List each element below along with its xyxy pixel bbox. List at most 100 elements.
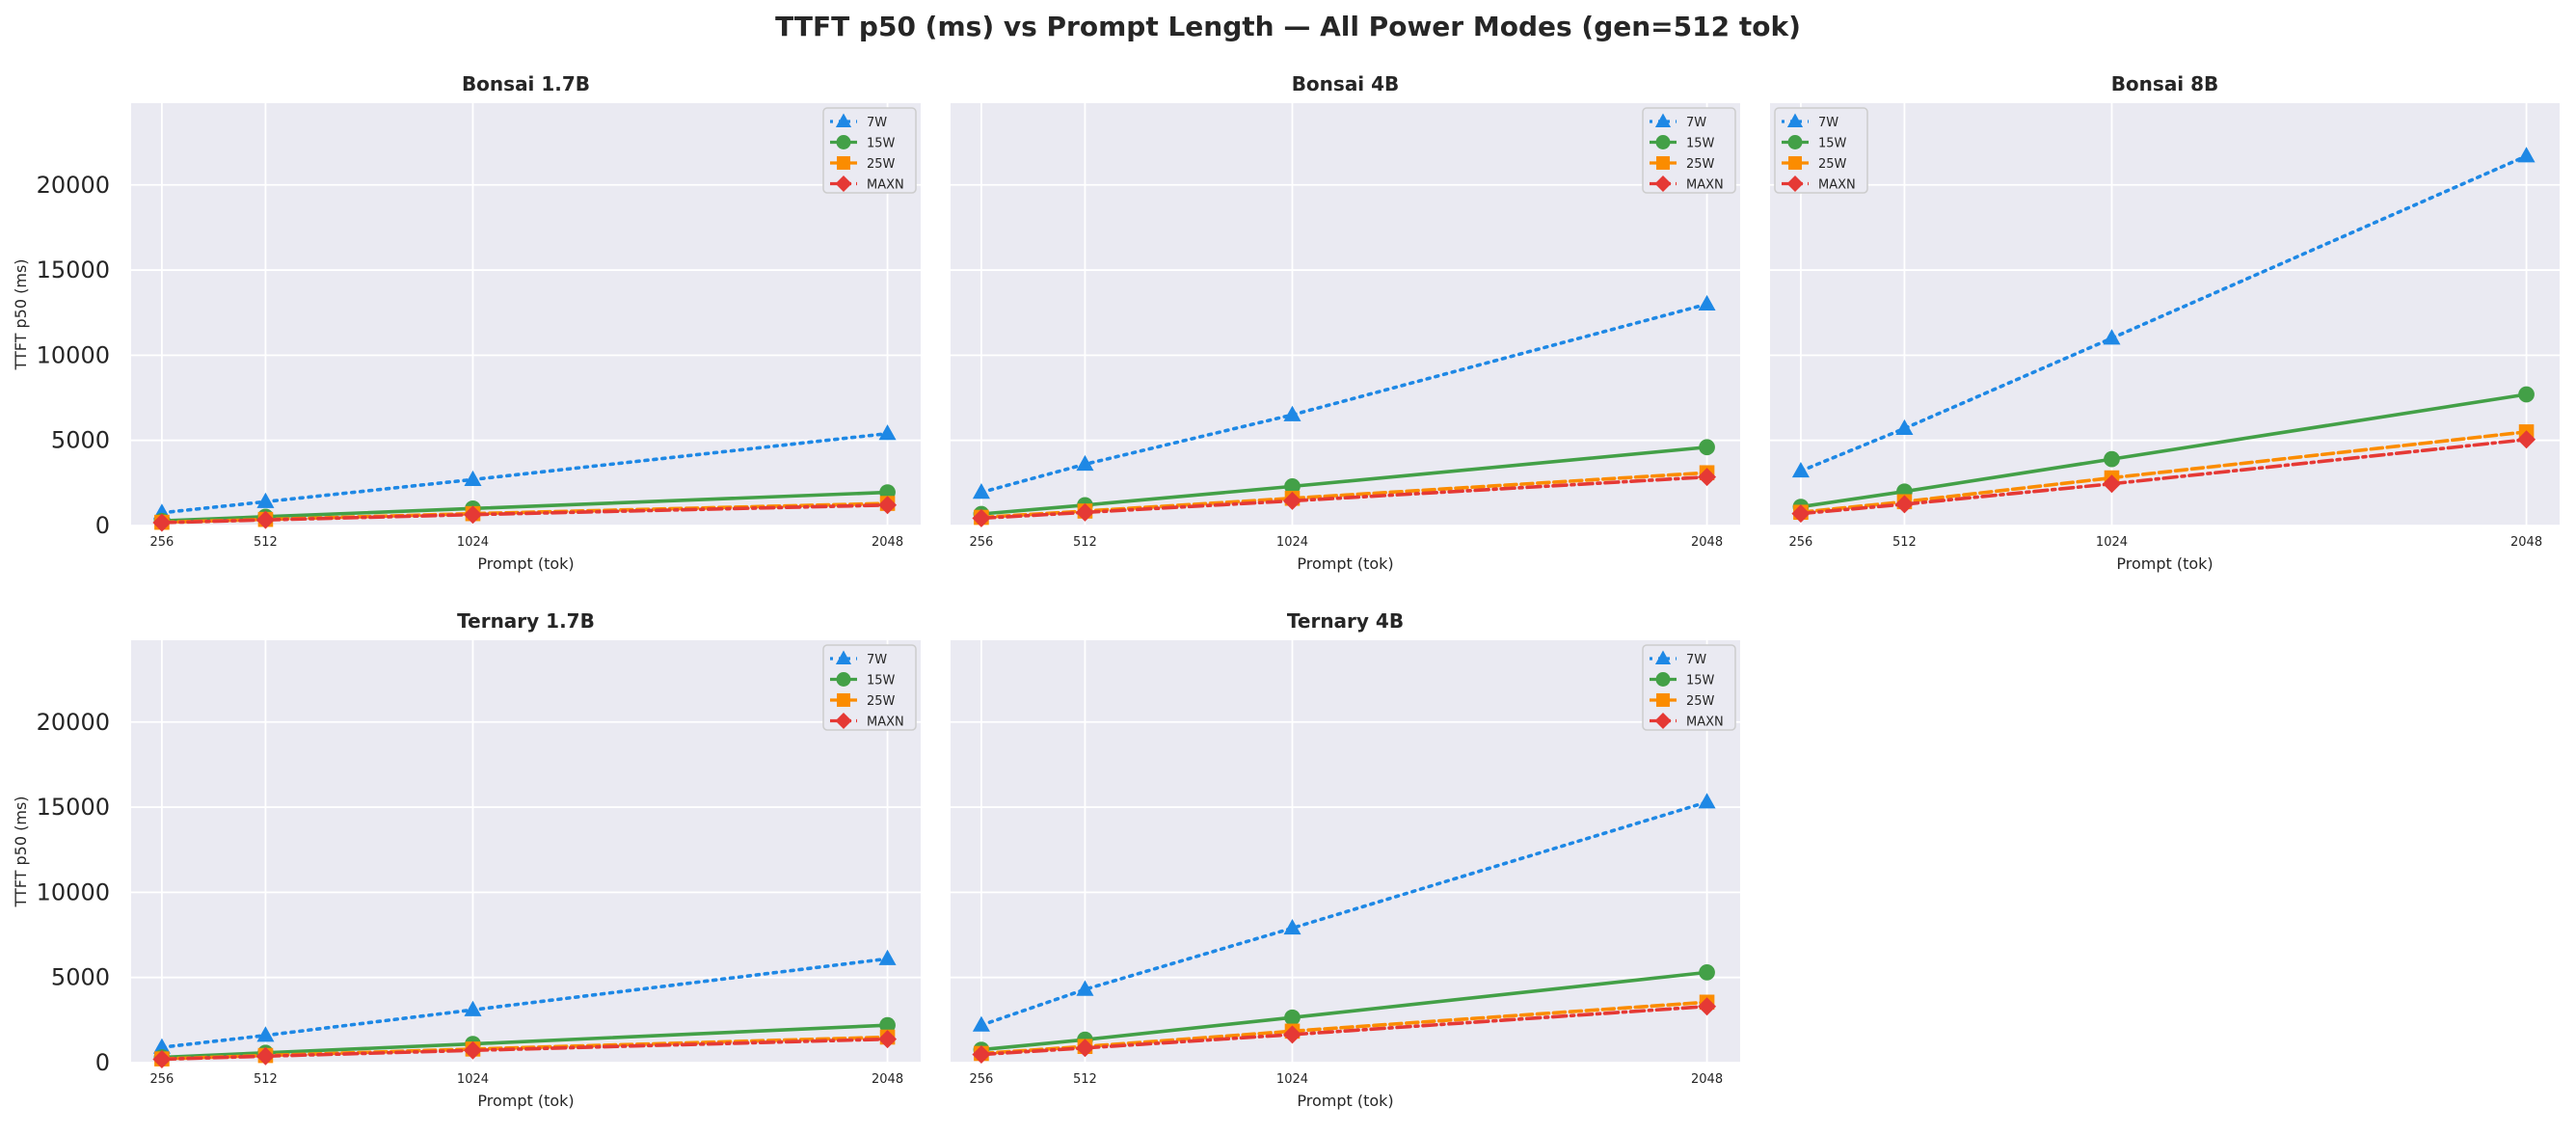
legend-item: 25W xyxy=(1782,156,1847,172)
data-point-maxn xyxy=(152,513,172,532)
x-axis-label: Prompt (tok) xyxy=(2116,554,2213,573)
y-tick-label: 20000 xyxy=(37,172,110,199)
x-tick-label: 512 xyxy=(1073,1072,1097,1087)
legend-item: 7W xyxy=(1782,113,1838,130)
y-axis-label: TTFT p50 (ms) xyxy=(12,258,30,370)
legend-label: 15W xyxy=(1818,137,1847,151)
plot-area xyxy=(951,640,1740,1063)
x-tick-label: 1024 xyxy=(2096,535,2128,550)
legend-marker xyxy=(1654,650,1672,664)
legend-item: 7W xyxy=(830,650,887,667)
series-line-15w xyxy=(160,1023,890,1060)
data-point-maxn xyxy=(878,1030,898,1049)
legend-label: MAXN xyxy=(867,178,904,193)
subplot-panel: Bonsai 4B 256 512 1024 2048 Prompt (tok) 7W 15W… xyxy=(951,72,1740,573)
data-point-maxn xyxy=(1282,1025,1301,1044)
legend: 7W 15W 25W MAXN xyxy=(1642,107,1736,194)
x-tick-label: 1024 xyxy=(1276,535,1308,550)
series-line-maxn xyxy=(160,1037,890,1062)
data-point-7w xyxy=(1791,461,1810,478)
data-point-7w xyxy=(1698,294,1716,311)
x-tick-label: 512 xyxy=(1073,535,1097,550)
series-line-maxn xyxy=(1799,438,2529,516)
x-tick-label: 256 xyxy=(970,1072,994,1087)
subplot-panel: Bonsai 8B 256 512 1024 2048 Prompt (tok) 7W 15W… xyxy=(1770,72,2560,573)
legend-label: 15W xyxy=(867,137,896,151)
legend-box xyxy=(822,644,917,731)
x-tick-label: 256 xyxy=(150,535,174,550)
x-tick-label: 256 xyxy=(1789,535,1813,550)
legend-item: MAXN xyxy=(1782,176,1856,193)
x-axis-label: Prompt (tok) xyxy=(477,1092,574,1110)
y-tick-label: 15000 xyxy=(37,256,110,284)
legend-label: 15W xyxy=(867,674,896,688)
legend-item: MAXN xyxy=(830,713,904,730)
data-point-7w xyxy=(1076,454,1094,472)
legend-marker xyxy=(836,135,851,149)
data-point-maxn xyxy=(2102,474,2121,494)
data-point-maxn xyxy=(463,1040,482,1060)
legend-label: 7W xyxy=(1686,653,1706,667)
legend-marker xyxy=(835,113,852,127)
legend-marker xyxy=(837,156,850,170)
legend-label: 25W xyxy=(1686,694,1715,709)
legend-label: 7W xyxy=(867,653,887,667)
legend-item: MAXN xyxy=(1650,176,1724,193)
data-point-maxn xyxy=(1075,502,1094,522)
data-point-7w xyxy=(972,483,990,500)
subplot-panel: Ternary 1.7B 256 512 1024 2048 Prompt (tok) 0 5… xyxy=(12,609,921,1110)
legend-item: 15W xyxy=(830,672,896,688)
x-tick-label: 1024 xyxy=(457,535,489,550)
x-tick-label: 2048 xyxy=(2510,535,2542,550)
data-point-15w xyxy=(879,1016,896,1034)
series-line-25w xyxy=(1799,430,2529,515)
legend-marker xyxy=(1786,176,1804,192)
data-point-maxn xyxy=(152,1049,172,1068)
x-tick-label: 256 xyxy=(150,1072,174,1087)
legend-marker xyxy=(1654,176,1672,192)
legend-label: 15W xyxy=(1686,674,1715,688)
data-point-15w xyxy=(1699,964,1715,981)
legend-marker xyxy=(1788,156,1802,170)
plot-area xyxy=(131,103,921,526)
subplot-title: Ternary 1.7B xyxy=(457,609,595,633)
legend-marker xyxy=(1656,156,1670,170)
data-point-7w xyxy=(878,424,897,441)
figure-title: TTFT p50 (ms) vs Prompt Length — All Pow… xyxy=(775,11,1801,42)
data-point-maxn xyxy=(1282,491,1301,510)
series-line-maxn xyxy=(979,1004,1709,1057)
y-tick-label: 10000 xyxy=(37,341,110,368)
legend: 7W 15W 25W MAXN xyxy=(822,644,917,731)
legend-label: 7W xyxy=(1686,116,1706,130)
legend-item: 7W xyxy=(1650,650,1706,667)
legend-label: MAXN xyxy=(1686,178,1724,193)
legend-item: 7W xyxy=(1650,113,1706,130)
data-point-7w xyxy=(152,1038,171,1054)
legend-marker xyxy=(835,650,852,664)
data-point-7w xyxy=(1076,980,1094,996)
data-point-7w xyxy=(2517,147,2536,163)
subplot-grid: Bonsai 1.7B 256 512 1024 2048 Prompt (tok) 0 50… xyxy=(12,72,2560,1110)
x-tick-label: 512 xyxy=(254,535,278,550)
legend-item: 25W xyxy=(830,693,896,709)
y-tick-label: 0 xyxy=(95,1049,110,1076)
legend-box xyxy=(1642,644,1736,731)
legend-item: 7W xyxy=(830,113,887,130)
x-tick-label: 512 xyxy=(1892,535,1917,550)
y-tick-label: 5000 xyxy=(51,427,110,454)
y-axis-label: TTFT p50 (ms) xyxy=(12,796,30,907)
series-line-15w xyxy=(1799,392,2529,509)
legend-label: 25W xyxy=(867,694,896,709)
data-point-maxn xyxy=(1894,495,1914,514)
legend-marker xyxy=(1655,135,1671,149)
legend-item: 15W xyxy=(1650,672,1715,688)
data-point-maxn xyxy=(878,496,898,515)
legend-label: 25W xyxy=(1818,157,1847,172)
y-tick-label: 5000 xyxy=(51,964,110,991)
y-tick-label: 15000 xyxy=(37,794,110,821)
legend-item: 25W xyxy=(1650,693,1715,709)
data-point-15w xyxy=(1284,1009,1301,1026)
data-point-maxn xyxy=(255,510,275,529)
legend: 7W 15W 25W MAXN xyxy=(1774,107,1868,194)
